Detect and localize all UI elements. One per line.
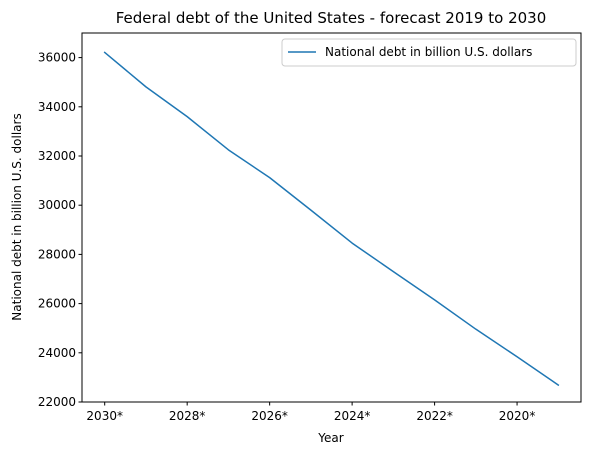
x-tick-label: 2024* bbox=[334, 409, 371, 423]
x-tick-label: 2022* bbox=[416, 409, 453, 423]
legend-box bbox=[281, 38, 577, 67]
legend-label: National debt in billion U.S. dollars bbox=[325, 45, 532, 59]
x-axis-ticks: 2030* 2028* 2026* 2024* 2022* 2020* bbox=[86, 402, 535, 423]
series-layer bbox=[103, 51, 560, 387]
y-tick-label: 24000 bbox=[38, 346, 76, 360]
y-tick-label: 34000 bbox=[38, 100, 76, 114]
x-tick-label: 2030* bbox=[86, 409, 123, 423]
y-tick-label: 32000 bbox=[38, 149, 76, 163]
plot-frame bbox=[81, 32, 582, 403]
legend: National debt in billion U.S. dollars bbox=[281, 38, 577, 67]
y-tick-label: 26000 bbox=[38, 297, 76, 311]
x-axis-title: Year bbox=[317, 431, 343, 445]
series-line bbox=[103, 51, 560, 387]
chart-title: Federal debt of the United States - fore… bbox=[116, 9, 547, 27]
y-tick-label: 22000 bbox=[38, 395, 76, 409]
y-axis-title: National debt in billion U.S. dollars bbox=[10, 113, 24, 320]
x-tick-label: 2028* bbox=[169, 409, 206, 423]
y-tick-label: 36000 bbox=[38, 51, 76, 65]
y-axis-ticks: 22000 24000 26000 28000 30000 32000 34000 36000 bbox=[38, 51, 82, 409]
y-tick-label: 30000 bbox=[38, 198, 76, 212]
x-tick-label: 2020* bbox=[499, 409, 536, 423]
y-tick-label: 28000 bbox=[38, 247, 76, 261]
x-tick-label: 2026* bbox=[251, 409, 288, 423]
